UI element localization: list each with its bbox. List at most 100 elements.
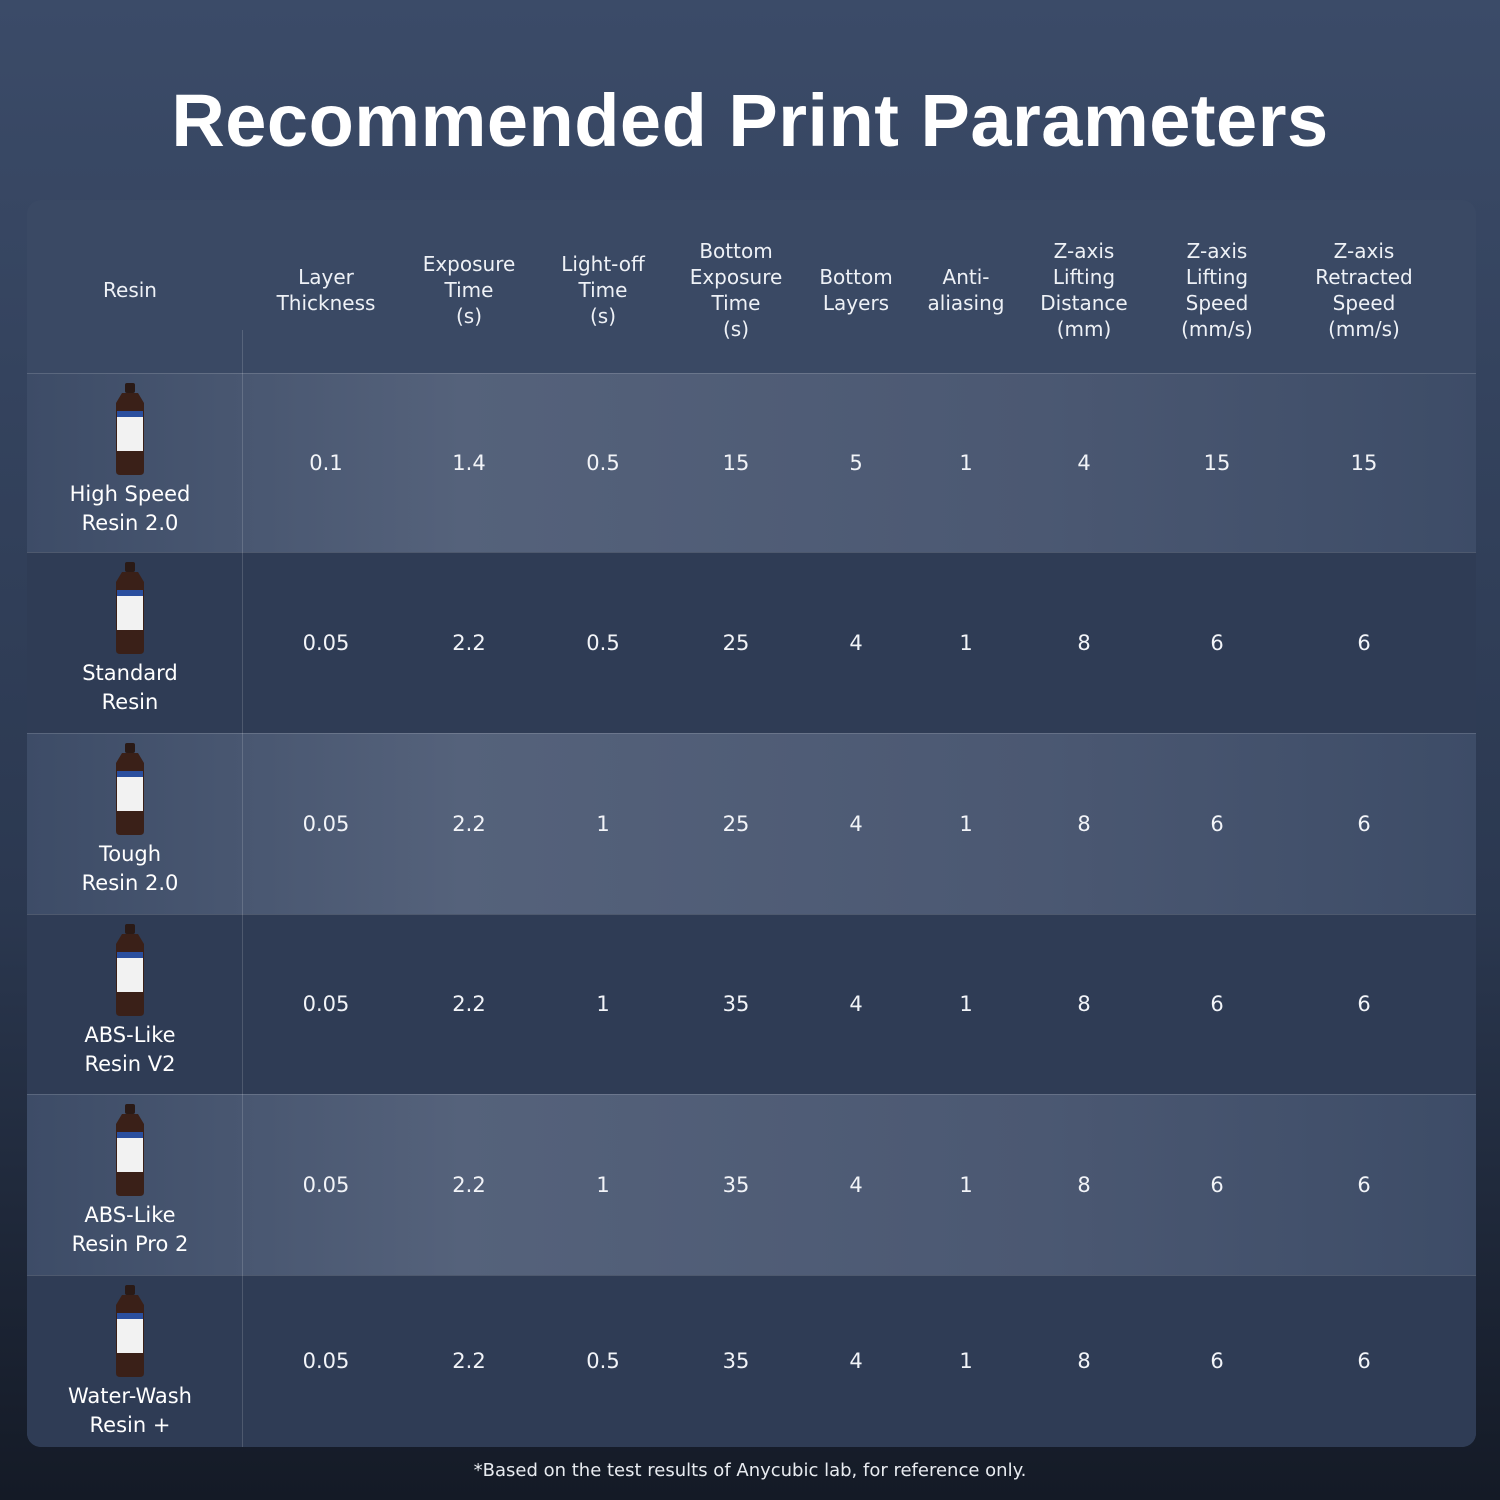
header-line: Lifting — [1052, 265, 1116, 289]
value-cell: 25 — [722, 811, 750, 836]
value-cell: 2.2 — [452, 630, 486, 655]
resin-name-line: Standard — [82, 661, 178, 685]
value-cell: 1 — [959, 811, 973, 836]
value-cell: 0.05 — [302, 811, 350, 836]
resin-name-line: Tough — [98, 842, 162, 866]
value-cell: 8 — [1077, 630, 1091, 655]
footnote: *Based on the test results of Anycubic l… — [473, 1460, 1027, 1481]
resin-bottle — [116, 924, 144, 1016]
resin-name-line: Resin V2 — [84, 1052, 176, 1076]
table-row — [27, 733, 1476, 914]
resin-name-line: Resin + — [89, 1413, 171, 1437]
header-line: Time — [711, 291, 761, 315]
header-line: (mm/s) — [1181, 317, 1253, 341]
value-cell: 15 — [1203, 450, 1231, 475]
row-separator — [27, 1094, 1476, 1095]
value-cell: 1.4 — [452, 450, 486, 475]
column-divider — [242, 330, 243, 1447]
resin-name: High Speed Resin 2.0 — [70, 480, 191, 538]
header-line: (mm/s) — [1328, 317, 1400, 341]
value-cell: 35 — [722, 1349, 750, 1373]
header-cell: Z-axis Retracted Speed (mm/s) — [1315, 238, 1412, 342]
table-row — [27, 373, 1476, 552]
header-line: (s) — [589, 304, 617, 328]
value-cell: 1 — [959, 630, 973, 655]
value-cell: 0.05 — [302, 630, 350, 655]
value-cell: 0.05 — [302, 992, 350, 1016]
header-line: Retracted — [1315, 265, 1413, 289]
resin-bottle — [116, 383, 144, 475]
value-cell: 4 — [849, 630, 863, 655]
table: Resin Layer Thickness Exposure Time (s) Light-… — [27, 200, 1476, 1447]
value-cell: 6 — [1357, 811, 1371, 836]
value-cell: 4 — [849, 992, 863, 1016]
header-cell: Bottom Layers — [819, 264, 892, 316]
value-cell: 6 — [1210, 630, 1224, 655]
value-cell: 4 — [849, 811, 863, 836]
value-cell: 2.2 — [452, 811, 486, 836]
header-line: Exposure — [422, 252, 516, 276]
header-cell: Light-off Time (s) — [561, 251, 645, 329]
header-cell: Layer Thickness — [277, 264, 376, 316]
header-cell: Exposure Time (s) — [423, 251, 516, 329]
header-line: Bottom — [699, 239, 773, 263]
header-line: (s) — [455, 304, 483, 328]
header-line: Light-off — [561, 252, 645, 276]
value-cell: 1 — [959, 450, 973, 475]
value-cell: 2.2 — [452, 992, 486, 1016]
header-line: Bottom — [819, 265, 893, 289]
header-line: Z-axis — [1186, 239, 1248, 263]
header-line: Layers — [822, 291, 890, 315]
value-cell: 1 — [959, 1172, 973, 1197]
value-cell: 0.5 — [586, 1349, 620, 1373]
header-cell: Anti-aliasing — [928, 264, 1005, 316]
title: Recommended Print Parameters — [171, 79, 1329, 162]
value-cell: 1 — [959, 1349, 973, 1373]
value-cell: 4 — [849, 1349, 863, 1373]
header-line: Time — [444, 278, 494, 302]
table-row — [27, 552, 1476, 733]
resin-name-line: High Speed — [69, 482, 191, 506]
resin-name: Tough Resin 2.0 — [82, 840, 179, 898]
value-cell: 15 — [1350, 450, 1378, 475]
value-cell: 8 — [1077, 1349, 1091, 1373]
row-separator — [27, 1275, 1476, 1276]
value-cell: 0.05 — [302, 1349, 350, 1373]
value-cell: 6 — [1357, 630, 1371, 655]
resin-name-line: Resin 2.0 — [81, 871, 179, 895]
header-cell: Bottom Exposure Time (s) — [690, 238, 783, 342]
value-cell: 6 — [1210, 1172, 1224, 1197]
header-line: Z-axis — [1333, 239, 1395, 263]
value-cell: 5 — [849, 450, 863, 475]
value-cell: 6 — [1357, 992, 1371, 1016]
value-cell: 6 — [1210, 811, 1224, 836]
value-cell: 0.5 — [586, 630, 620, 655]
value-cell: 6 — [1210, 992, 1224, 1016]
row-separator — [27, 373, 1476, 374]
value-cell: 0.5 — [586, 450, 620, 475]
value-cell: 0.1 — [309, 450, 343, 475]
resin-name: Standard Resin — [82, 659, 178, 717]
resin-name: Water-Wash Resin + — [68, 1382, 192, 1440]
value-cell: 35 — [722, 992, 750, 1016]
value-cell: 6 — [1210, 1349, 1224, 1373]
header-cell: Resin — [103, 277, 157, 303]
header-line: aliasing — [927, 291, 1005, 315]
value-cell: 8 — [1077, 811, 1091, 836]
row-separator — [27, 914, 1476, 915]
table-row — [27, 1275, 1476, 1447]
resin-bottle — [116, 1104, 144, 1196]
header-line: Distance — [1040, 291, 1128, 315]
resin-bottle — [116, 743, 144, 835]
resin-name-line: ABS-Like — [84, 1023, 176, 1047]
value-cell: 15 — [722, 450, 750, 475]
value-cell: 6 — [1357, 1172, 1371, 1197]
value-cell: 6 — [1357, 1349, 1371, 1373]
value-cell: 1 — [596, 1172, 610, 1197]
table-row — [27, 914, 1476, 1094]
value-cell: 2.2 — [452, 1172, 486, 1197]
header-cell: Z-axis Lifting Speed (mm/s) — [1181, 238, 1253, 342]
value-cell: 1 — [596, 992, 610, 1016]
header-cell: Z-axis Lifting Distance (mm) — [1040, 238, 1127, 342]
header-line: Lifting — [1185, 265, 1249, 289]
